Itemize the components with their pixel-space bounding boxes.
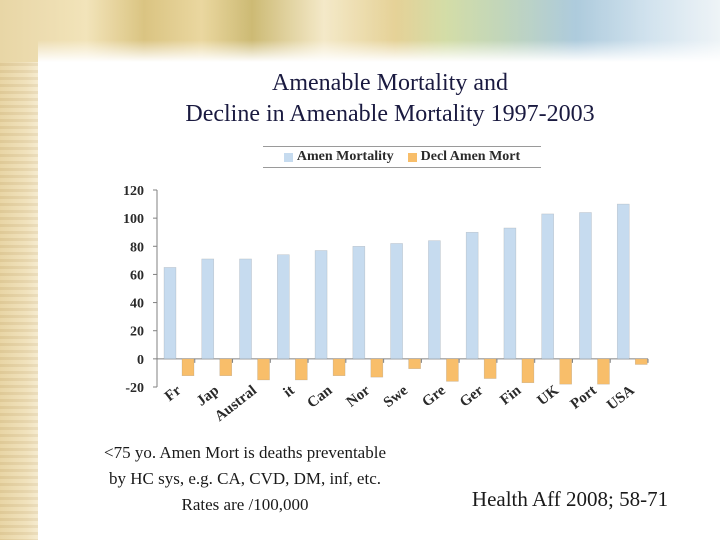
bar-amen-mortality-swe <box>390 243 403 360</box>
x-tick-label-uk: UK <box>534 382 562 409</box>
y-tick-label: 20 <box>130 325 144 340</box>
legend-swatch-decl-amen-mort <box>407 152 417 162</box>
x-tick-label-fr: Fr <box>162 382 185 405</box>
bar-amen-mortality-gre <box>428 240 441 360</box>
y-tick-label: -20 <box>125 381 144 396</box>
x-tick-label-it: it <box>281 383 298 401</box>
y-tick-label: 80 <box>130 240 144 255</box>
x-tick-label-austral: Austral <box>212 383 260 425</box>
footnote-line-2: by HC sys, e.g. CA, CVD, DM, inf, etc. <box>109 469 381 488</box>
bar-amen-mortality-fin <box>503 227 517 360</box>
bar-decl-amen-mort-usa <box>634 358 648 365</box>
y-tick-label: 40 <box>130 297 144 312</box>
bar-amen-mortality-austral <box>239 258 252 360</box>
bar-decl-amen-mort-gre <box>446 358 459 382</box>
x-tick-label-can: Can <box>305 382 336 411</box>
footnote-line-1: <75 yo. Amen Mort is deaths preventable <box>103 443 386 462</box>
bar-amen-mortality-usa <box>616 203 630 360</box>
footnote: <75 yo. Amen Mort is deaths preventable … <box>60 440 430 518</box>
decorative-left-strip <box>0 0 38 540</box>
bar-decl-amen-mort-fr <box>181 358 195 376</box>
chart-legend: Amen Mortality Decl Amen Mort <box>263 146 541 168</box>
bar-decl-amen-mort-nor <box>370 358 384 378</box>
bar-amen-mortality-it <box>277 254 290 360</box>
bar-decl-amen-mort-it <box>295 358 308 381</box>
legend-label-amen-mortality: Amen Mortality <box>296 149 394 164</box>
bar-decl-amen-mort-swe <box>408 358 421 369</box>
x-tick-label-ger: Ger <box>457 382 487 410</box>
x-tick-label-nor: Nor <box>344 382 374 410</box>
legend-label-decl-amen-mort: Decl Amen Mort <box>420 149 521 164</box>
slide-title-line-2: Decline in Amenable Mortality 1997-2003 <box>185 101 595 127</box>
y-tick-label: 100 <box>123 212 144 227</box>
bar-decl-amen-mort-port <box>597 358 610 385</box>
legend-swatch-amen-mortality <box>283 152 293 162</box>
slide-title-line-1: Amenable Mortality and <box>272 70 508 96</box>
bar-amen-mortality-jap <box>201 258 215 360</box>
x-tick-label-port: Port <box>568 383 600 413</box>
bar-amen-mortality-ger <box>465 231 479 360</box>
y-tick-label: 120 <box>123 184 144 199</box>
y-tick-label: 60 <box>130 268 144 283</box>
bar-decl-amen-mort-can <box>332 358 346 376</box>
footnote-line-3: Rates are /100,000 <box>181 495 309 514</box>
decorative-banner-fade <box>38 40 720 62</box>
x-tick-label-jap: Jap <box>194 383 222 410</box>
x-tick-label-gre: Gre <box>419 382 449 410</box>
citation: Health Aff 2008; 58-71 <box>471 487 669 511</box>
bar-amen-mortality-port <box>579 212 592 360</box>
bar-decl-amen-mort-jap <box>219 358 233 376</box>
x-tick-label-swe: Swe <box>381 382 411 411</box>
bar-amen-mortality-fr <box>163 267 177 360</box>
bar-decl-amen-mort-uk <box>559 358 572 385</box>
bar-decl-amen-mort-fin <box>521 358 535 384</box>
legend-item-decl-amen-mort: Decl Amen Mort <box>407 149 521 165</box>
bar-amen-mortality-can <box>314 250 328 360</box>
y-tick-label: 0 <box>137 353 144 368</box>
x-tick-label-usa: USA <box>604 382 638 413</box>
bar-amen-mortality-uk <box>541 213 554 360</box>
bar-decl-amen-mort-austral <box>257 358 270 381</box>
bar-amen-mortality-nor <box>352 246 366 360</box>
slide-title: Amenable Mortality and Decline in Amenab… <box>60 68 720 130</box>
bar-decl-amen-mort-ger <box>483 358 497 379</box>
legend-item-amen-mortality: Amen Mortality <box>283 149 394 165</box>
x-tick-label-fin: Fin <box>497 382 524 408</box>
